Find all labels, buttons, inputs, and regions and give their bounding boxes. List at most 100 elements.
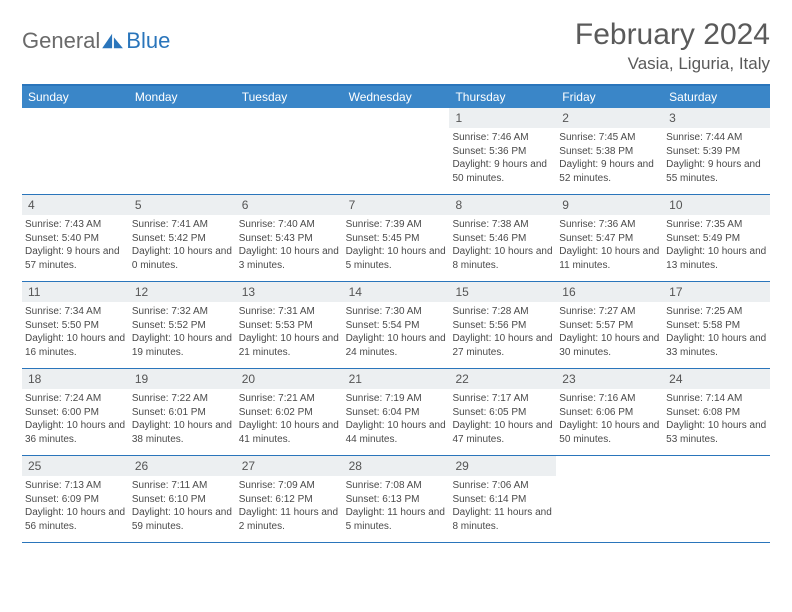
day-number: 7 [343, 195, 450, 215]
day-cell: 6Sunrise: 7:40 AMSunset: 5:43 PMDaylight… [236, 195, 343, 281]
weekday-header: Sunday [22, 86, 129, 108]
sail-icon [102, 32, 124, 50]
sunrise-text: Sunrise: 7:41 AM [132, 218, 233, 232]
day-number: 19 [129, 369, 236, 389]
sunset-text: Sunset: 6:01 PM [132, 406, 233, 420]
day-number: 2 [556, 108, 663, 128]
sunrise-text: Sunrise: 7:43 AM [25, 218, 126, 232]
day-number: 9 [556, 195, 663, 215]
day-cell: 16Sunrise: 7:27 AMSunset: 5:57 PMDayligh… [556, 282, 663, 368]
day-cell: 11Sunrise: 7:34 AMSunset: 5:50 PMDayligh… [22, 282, 129, 368]
daylight-text: Daylight: 9 hours and 55 minutes. [666, 158, 767, 185]
sunset-text: Sunset: 6:14 PM [452, 493, 553, 507]
day-number: 1 [449, 108, 556, 128]
page-header: General Blue February 2024 Vasia, Liguri… [22, 18, 770, 74]
sunrise-text: Sunrise: 7:35 AM [666, 218, 767, 232]
sunrise-text: Sunrise: 7:27 AM [559, 305, 660, 319]
day-cell: 12Sunrise: 7:32 AMSunset: 5:52 PMDayligh… [129, 282, 236, 368]
daylight-text: Daylight: 10 hours and 38 minutes. [132, 419, 233, 446]
sunrise-text: Sunrise: 7:24 AM [25, 392, 126, 406]
day-cell: 7Sunrise: 7:39 AMSunset: 5:45 PMDaylight… [343, 195, 450, 281]
sunset-text: Sunset: 5:47 PM [559, 232, 660, 246]
daylight-text: Daylight: 10 hours and 19 minutes. [132, 332, 233, 359]
sunset-text: Sunset: 6:02 PM [239, 406, 340, 420]
daylight-text: Daylight: 10 hours and 41 minutes. [239, 419, 340, 446]
sunset-text: Sunset: 5:43 PM [239, 232, 340, 246]
week-row: 11Sunrise: 7:34 AMSunset: 5:50 PMDayligh… [22, 282, 770, 369]
day-number: 23 [556, 369, 663, 389]
daylight-text: Daylight: 10 hours and 59 minutes. [132, 506, 233, 533]
sunrise-text: Sunrise: 7:31 AM [239, 305, 340, 319]
day-cell: 23Sunrise: 7:16 AMSunset: 6:06 PMDayligh… [556, 369, 663, 455]
day-number: 11 [22, 282, 129, 302]
daylight-text: Daylight: 10 hours and 33 minutes. [666, 332, 767, 359]
day-cell [343, 108, 450, 194]
sunrise-text: Sunrise: 7:22 AM [132, 392, 233, 406]
day-cell: 9Sunrise: 7:36 AMSunset: 5:47 PMDaylight… [556, 195, 663, 281]
day-number: 6 [236, 195, 343, 215]
day-cell: 20Sunrise: 7:21 AMSunset: 6:02 PMDayligh… [236, 369, 343, 455]
calendar-grid: SundayMondayTuesdayWednesdayThursdayFrid… [22, 84, 770, 543]
logo-text-general: General [22, 28, 100, 54]
sunrise-text: Sunrise: 7:06 AM [452, 479, 553, 493]
daylight-text: Daylight: 10 hours and 47 minutes. [452, 419, 553, 446]
day-cell: 24Sunrise: 7:14 AMSunset: 6:08 PMDayligh… [663, 369, 770, 455]
weekday-header-row: SundayMondayTuesdayWednesdayThursdayFrid… [22, 86, 770, 108]
sunset-text: Sunset: 6:04 PM [346, 406, 447, 420]
sunrise-text: Sunrise: 7:34 AM [25, 305, 126, 319]
sunset-text: Sunset: 5:57 PM [559, 319, 660, 333]
sunset-text: Sunset: 6:12 PM [239, 493, 340, 507]
sunrise-text: Sunrise: 7:45 AM [559, 131, 660, 145]
sunset-text: Sunset: 5:39 PM [666, 145, 767, 159]
week-row: 4Sunrise: 7:43 AMSunset: 5:40 PMDaylight… [22, 195, 770, 282]
title-block: February 2024 Vasia, Liguria, Italy [575, 18, 770, 74]
day-cell: 25Sunrise: 7:13 AMSunset: 6:09 PMDayligh… [22, 456, 129, 542]
sunset-text: Sunset: 6:09 PM [25, 493, 126, 507]
day-cell: 28Sunrise: 7:08 AMSunset: 6:13 PMDayligh… [343, 456, 450, 542]
day-cell: 17 Sunrise: 7:25 AMSunset: 5:58 PMDayligh… [663, 282, 770, 368]
day-number: 15 [449, 282, 556, 302]
sunrise-text: Sunrise: 7:09 AM [239, 479, 340, 493]
sunrise-text: Sunrise: 7:28 AM [452, 305, 553, 319]
location-subtitle: Vasia, Liguria, Italy [575, 54, 770, 74]
daylight-text: Daylight: 10 hours and 11 minutes. [559, 245, 660, 272]
sunset-text: Sunset: 6:00 PM [25, 406, 126, 420]
day-number: 8 [449, 195, 556, 215]
day-number: 5 [129, 195, 236, 215]
daylight-text: Daylight: 10 hours and 0 minutes. [132, 245, 233, 272]
sunrise-text: Sunrise: 7:25 AM [666, 305, 767, 319]
day-cell [236, 108, 343, 194]
day-cell [129, 108, 236, 194]
sunset-text: Sunset: 6:06 PM [559, 406, 660, 420]
day-cell: 22Sunrise: 7:17 AMSunset: 6:05 PMDayligh… [449, 369, 556, 455]
sunrise-text: Sunrise: 7:39 AM [346, 218, 447, 232]
weekday-header: Wednesday [343, 86, 450, 108]
day-cell: 2Sunrise: 7:45 AMSunset: 5:38 PMDaylight… [556, 108, 663, 194]
day-cell: 14Sunrise: 7:30 AMSunset: 5:54 PMDayligh… [343, 282, 450, 368]
daylight-text: Daylight: 9 hours and 57 minutes. [25, 245, 126, 272]
sunset-text: Sunset: 5:42 PM [132, 232, 233, 246]
sunset-text: Sunset: 5:56 PM [452, 319, 553, 333]
sunset-text: Sunset: 5:58 PM [666, 319, 767, 333]
day-number: 26 [129, 456, 236, 476]
day-number: 12 [129, 282, 236, 302]
day-number: 16 [556, 282, 663, 302]
daylight-text: Daylight: 10 hours and 8 minutes. [452, 245, 553, 272]
sunset-text: Sunset: 5:52 PM [132, 319, 233, 333]
daylight-text: Daylight: 10 hours and 24 minutes. [346, 332, 447, 359]
day-number: 10 [663, 195, 770, 215]
daylight-text: Daylight: 10 hours and 5 minutes. [346, 245, 447, 272]
sunrise-text: Sunrise: 7:16 AM [559, 392, 660, 406]
day-cell: 29Sunrise: 7:06 AMSunset: 6:14 PMDayligh… [449, 456, 556, 542]
day-cell: 13Sunrise: 7:31 AMSunset: 5:53 PMDayligh… [236, 282, 343, 368]
daylight-text: Daylight: 10 hours and 56 minutes. [25, 506, 126, 533]
day-number: 17 [663, 282, 770, 302]
sunrise-text: Sunrise: 7:14 AM [666, 392, 767, 406]
day-number: 27 [236, 456, 343, 476]
weekday-header: Thursday [449, 86, 556, 108]
day-cell [22, 108, 129, 194]
day-number: 3 [663, 108, 770, 128]
day-number: 29 [449, 456, 556, 476]
sunrise-text: Sunrise: 7:08 AM [346, 479, 447, 493]
sunrise-text: Sunrise: 7:44 AM [666, 131, 767, 145]
